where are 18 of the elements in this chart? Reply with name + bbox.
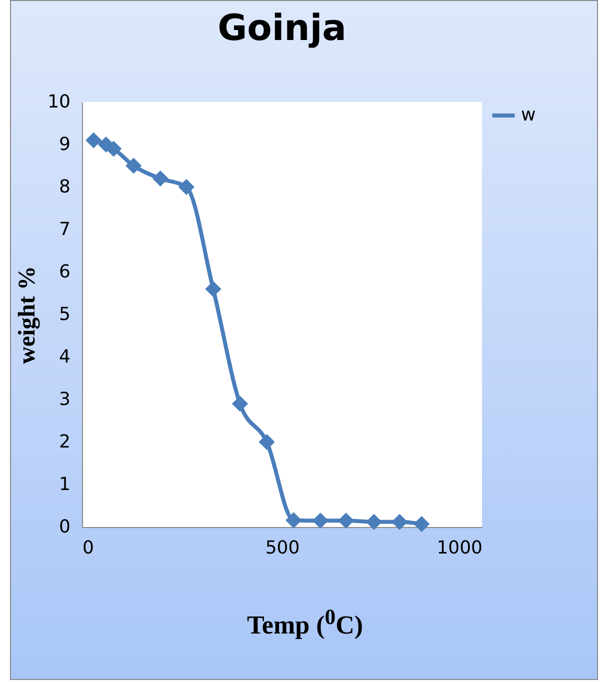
- chart-title: Goinja: [218, 8, 346, 49]
- y-tick-label: 4: [59, 346, 70, 368]
- y-tick-label: 2: [59, 432, 70, 452]
- y-axis-title: weight %: [14, 266, 41, 364]
- x-tick-label: 500: [265, 538, 300, 558]
- y-tick-label: 3: [59, 389, 70, 410]
- y-tick-label: 1: [59, 474, 70, 495]
- y-tick-label: 9: [59, 134, 70, 155]
- y-tick-label: 0: [59, 516, 70, 538]
- x-axis-title: Temp ($^{0}$C): [246, 605, 364, 641]
- y-tick-label: 10: [48, 92, 70, 112]
- legend-label: w: [521, 104, 536, 126]
- y-tick-label: 6: [59, 262, 70, 282]
- x-tick-label: 0: [82, 538, 94, 558]
- y-tick-label: 8: [59, 176, 70, 198]
- y-tick-label: 7: [59, 219, 70, 240]
- x-tick-label: 1000: [436, 538, 482, 558]
- y-tick-label: 5: [59, 304, 70, 325]
